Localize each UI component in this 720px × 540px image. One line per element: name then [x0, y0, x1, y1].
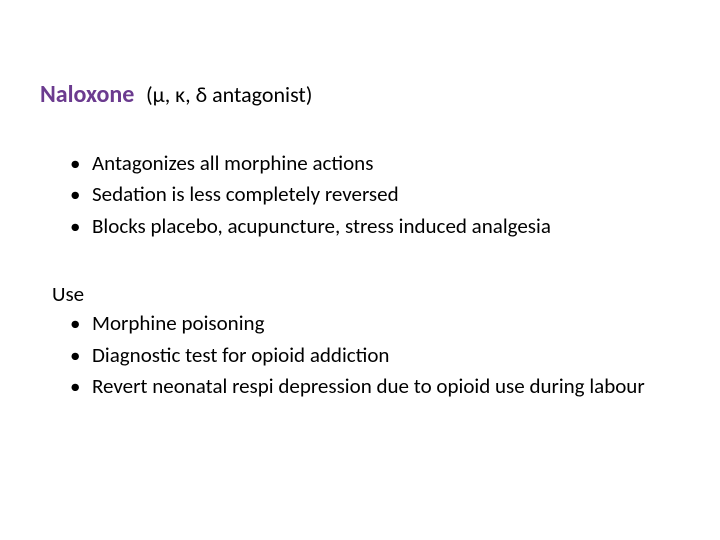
list-item-text: Antagonizes all morphine actions	[92, 150, 373, 176]
list-item-text: Diagnostic test for opioid addiction	[92, 342, 389, 368]
list-item: Sedation is less completely reversed	[70, 180, 680, 209]
list-item-text: Sedation is less completely reversed	[92, 181, 399, 207]
list-item-text: Blocks placebo, acupuncture, stress indu…	[92, 213, 551, 239]
list-item: Diagnostic test for opioid addiction	[70, 341, 680, 370]
title-row: Naloxone (μ, κ, δ antagonist)	[40, 80, 680, 109]
slide: Naloxone (μ, κ, δ antagonist) Antagonize…	[0, 0, 720, 540]
list-item: Antagonizes all morphine actions	[70, 149, 680, 178]
title-sub: (μ, κ, δ antagonist)	[146, 81, 313, 108]
list-item: Morphine poisoning	[70, 309, 680, 338]
list-item: Blocks placebo, acupuncture, stress indu…	[70, 212, 680, 241]
list-item-text: Revert neonatal respi depression due to …	[92, 373, 645, 399]
actions-list: Antagonizes all morphine actions Sedatio…	[70, 149, 680, 241]
use-list: Morphine poisoning Diagnostic test for o…	[70, 309, 680, 401]
title-main: Naloxone	[40, 80, 134, 109]
list-item: Revert neonatal respi depression due to …	[70, 372, 680, 401]
list-item-text: Morphine poisoning	[92, 310, 264, 336]
use-heading: Use	[52, 281, 680, 307]
